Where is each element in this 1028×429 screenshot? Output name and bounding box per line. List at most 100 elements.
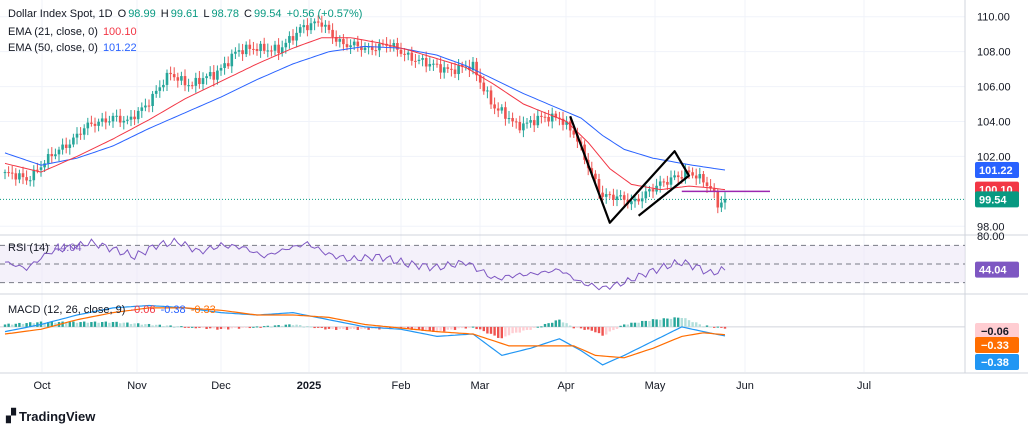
candle-down: [21, 173, 25, 178]
candle-up: [244, 44, 248, 55]
candle-up: [154, 90, 158, 94]
rsi-tick-label: 80.00: [977, 231, 1005, 243]
candle-down: [424, 58, 428, 67]
macd-histogram-bar: [137, 323, 140, 327]
macd-histogram-bar: [669, 318, 673, 327]
candle-up: [421, 58, 424, 60]
macd-histogram-bar: [565, 323, 568, 327]
candle-up: [75, 133, 79, 138]
macd-histogram-bar: [306, 326, 309, 328]
candle-up: [100, 118, 104, 122]
macd-histogram-bar: [421, 326, 424, 331]
ema21-name: EMA (21, close, 0): [8, 26, 98, 38]
macd-histogram-bar: [360, 326, 363, 329]
macd-histogram-bar: [471, 326, 475, 328]
macd-histogram-bar: [522, 326, 525, 331]
macd-histogram-bar: [601, 326, 604, 336]
macd-histogram-bar: [345, 326, 349, 330]
macd-histogram-bar: [651, 319, 655, 327]
candle-down: [90, 122, 93, 124]
macd-histogram-bar: [363, 326, 367, 329]
candle-up: [219, 67, 223, 71]
candle-down: [262, 43, 266, 51]
ema50-value: 101.22: [102, 42, 137, 54]
candle-up: [698, 174, 702, 179]
macd-histogram-bar: [356, 326, 359, 330]
candle-up: [658, 181, 662, 186]
candle-down: [622, 195, 626, 200]
candle-up: [525, 122, 529, 124]
macd-histogram-bar: [241, 326, 244, 328]
macd-histogram-bar: [32, 323, 35, 327]
candle-down: [489, 90, 493, 105]
macd-histogram-bar: [561, 322, 565, 327]
macd-legend[interactable]: MACD (12, 26, close, 9) -0.06 -0.38 -0.3…: [8, 303, 218, 317]
price-axis-badge-text: 99.54: [979, 194, 1007, 206]
price-tick-label: 106.00: [977, 82, 1011, 94]
macd-histogram-bar: [198, 326, 201, 328]
candle-up: [338, 39, 342, 42]
candle-up: [61, 144, 64, 150]
macd-histogram-bar: [453, 326, 457, 330]
macd-histogram-bar: [479, 326, 482, 330]
candle-down: [716, 191, 720, 208]
candle-down: [147, 105, 151, 107]
rsi-legend[interactable]: RSI (14) 44.04: [8, 241, 84, 255]
macd-histogram-bar: [497, 326, 500, 338]
rsi-name: RSI (14): [8, 242, 49, 254]
candle-up: [324, 24, 327, 27]
macd-histogram-bar: [25, 323, 28, 327]
candle-up: [126, 119, 129, 121]
candle-down: [554, 113, 558, 118]
candle-down: [172, 74, 176, 78]
candle-down: [540, 115, 543, 117]
macd-histogram-bar: [147, 323, 151, 327]
candle-down: [568, 121, 572, 131]
ema50-legend[interactable]: EMA (50, close, 0) 101.22: [8, 41, 139, 55]
candle-down: [414, 60, 417, 62]
candle-up: [223, 63, 226, 68]
macd-histogram-bar: [558, 319, 561, 327]
macd-histogram-bar: [295, 324, 298, 327]
candle-up: [162, 84, 165, 88]
candle-up: [230, 53, 234, 67]
macd-histogram-bar: [666, 318, 669, 327]
candle-up: [486, 90, 489, 92]
candle-up: [471, 61, 475, 71]
time-axis-label: Jul: [857, 380, 871, 392]
macd-histogram-bar: [115, 321, 118, 327]
candle-up: [417, 59, 421, 61]
macd-histogram-bar: [594, 326, 597, 333]
macd-histogram-bar: [529, 326, 532, 330]
candle-down: [493, 104, 496, 109]
candle-down: [190, 85, 194, 87]
candle-down: [226, 63, 230, 67]
candle-up: [284, 42, 288, 48]
candle-down: [511, 118, 514, 122]
candle-down: [475, 61, 478, 76]
symbol-title[interactable]: Dollar Index Spot, 1D: [8, 8, 113, 20]
macd-axis-badge-text: −0.06: [981, 326, 1009, 338]
macd-histogram-bar: [86, 322, 89, 327]
tradingview-brand[interactable]: ▞ TradingView: [6, 408, 95, 424]
macd-histogram-bar: [245, 326, 248, 328]
candle-up: [208, 72, 212, 77]
candle-up: [115, 115, 118, 117]
candle-down: [396, 43, 399, 50]
macd-histogram-bar: [299, 325, 302, 327]
macd-axis-badge: [975, 337, 1019, 353]
candle-down: [370, 46, 374, 51]
ema21-legend[interactable]: EMA (21, close, 0) 100.10: [8, 25, 139, 39]
signal-line: [4, 307, 726, 359]
macd-histogram-bar: [515, 326, 518, 333]
macd-histogram-bar: [259, 326, 262, 328]
macd-histogram-bar: [151, 325, 154, 327]
candle-up: [111, 115, 115, 122]
macd-histogram-bar: [662, 318, 665, 327]
price-tick-label: 104.00: [977, 117, 1011, 129]
candle-down: [118, 115, 122, 123]
candle-up: [280, 47, 284, 54]
candle-up: [140, 107, 144, 111]
macd-histogram-bar: [75, 322, 79, 327]
